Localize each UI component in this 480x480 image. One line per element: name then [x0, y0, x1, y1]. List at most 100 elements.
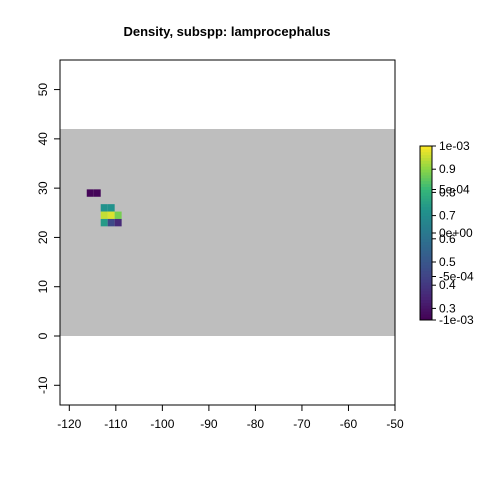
legend-tick-label: 0.4 — [439, 278, 456, 292]
legend-color-step — [420, 151, 432, 156]
legend-tick-label: 0.5 — [439, 255, 456, 269]
legend-color-step — [420, 189, 432, 193]
legend-tick-label: 0.7 — [439, 209, 456, 223]
legend-color-step — [420, 256, 432, 260]
legend-color-step — [420, 267, 432, 272]
legend-color-step — [420, 308, 432, 312]
legend-color-step — [420, 314, 432, 318]
legend-color-step — [420, 160, 432, 164]
legend-color-step — [420, 247, 432, 251]
legend-color-step — [420, 288, 432, 292]
legend-color-step — [420, 262, 432, 266]
legend-color-step — [420, 221, 432, 225]
x-tick-label: -110 — [104, 417, 127, 431]
legend-color-step — [420, 183, 432, 187]
legend-color-step — [420, 224, 432, 228]
legend-color-step — [420, 204, 432, 208]
x-tick-label: -120 — [57, 417, 81, 431]
legend-color-step — [420, 206, 432, 211]
density-cell — [107, 211, 115, 219]
x-tick-label: -80 — [247, 417, 265, 431]
legend-color-step — [420, 305, 432, 309]
legend-color-step — [420, 264, 432, 269]
legend-color-step — [420, 163, 432, 167]
y-tick-label: 50 — [36, 83, 50, 97]
density-cell — [100, 204, 108, 212]
legend-color-step — [420, 175, 432, 179]
x-tick-label: -90 — [200, 417, 218, 431]
legend-color-step — [420, 238, 432, 243]
legend-tick-label: 0.6 — [439, 232, 456, 246]
y-tick-label: 30 — [36, 181, 50, 195]
legend-color-step — [420, 227, 432, 231]
legend-color-step — [420, 172, 432, 176]
legend-color-step — [420, 209, 432, 214]
background-region-layer — [60, 129, 395, 336]
legend-color-step — [420, 192, 432, 196]
legend-color-step — [420, 177, 432, 182]
legend-color-step — [420, 146, 432, 150]
y-tick-label: 0 — [36, 332, 50, 339]
legend-color-step — [420, 273, 432, 277]
density-cell — [107, 204, 115, 212]
legend-color-step — [420, 302, 432, 306]
legend-color-step — [420, 241, 432, 245]
legend-color-step — [420, 235, 432, 240]
legend-color-step — [420, 291, 432, 295]
legend-color-step — [420, 154, 432, 158]
legend-color-step — [420, 169, 432, 173]
legend-color-step — [420, 198, 432, 202]
legend-color-step — [420, 299, 432, 303]
legend-color-step — [420, 218, 432, 222]
legend-color-step — [420, 215, 432, 219]
legend-color-step — [420, 186, 432, 190]
legend-color-step — [420, 250, 432, 254]
density-cell — [100, 211, 108, 219]
y-tick-label: 20 — [36, 230, 50, 244]
density-cell — [114, 218, 122, 227]
density-cell — [93, 189, 101, 197]
chart-title: Density, subspp: lamprocephalus — [123, 24, 330, 39]
legend-tick-label: -5e-04 — [439, 270, 474, 284]
x-tick-label: -60 — [340, 417, 358, 431]
legend-color-step — [420, 282, 432, 286]
legend-color-step — [420, 296, 432, 301]
legend-color-step — [420, 201, 432, 205]
legend-color-step — [420, 279, 432, 283]
land-region — [60, 129, 395, 336]
legend-tick-label: 0.8 — [439, 185, 456, 199]
y-tick-label: 10 — [36, 280, 50, 294]
legend-color-step — [420, 212, 432, 216]
legend-tick-label: -1e-03 — [439, 313, 474, 327]
legend-color-step — [420, 285, 432, 289]
x-tick-label: -100 — [150, 417, 174, 431]
legend-color-step — [420, 230, 432, 234]
legend-color-step — [420, 157, 432, 161]
color-legend: 0.3 0.4 0.5 0.6 0.7 0.8 0.9 -1e-03 -5e-04 0e+00 5e… — [419, 139, 474, 327]
legend-tick-label: 5e-04 — [439, 183, 470, 197]
legend-tick-label: 0e+00 — [439, 226, 473, 240]
y-tick-label: 40 — [36, 132, 50, 146]
legend-color-step — [420, 270, 432, 274]
legend-color-step — [420, 166, 432, 170]
legend-color-step — [420, 293, 432, 298]
legend-color-step — [420, 233, 432, 237]
legend-color-step — [420, 148, 432, 153]
legend-color-step — [420, 180, 432, 185]
legend-tick-label: 0.9 — [439, 162, 456, 176]
legend-tick-label: 1e-03 — [439, 139, 470, 153]
density-cell — [107, 218, 115, 227]
density-cell — [86, 189, 94, 197]
legend-tick-label: 0.3 — [439, 301, 456, 315]
x-tick-label: -70 — [293, 417, 311, 431]
x-axis: -120 -110 -100 -90 -80 -70 -60 -50 — [57, 404, 404, 431]
y-axis: -10 0 10 20 30 40 50 — [36, 83, 61, 394]
legend-color-step — [420, 259, 432, 263]
legend-color-step — [420, 253, 432, 257]
density-cell — [114, 211, 122, 219]
legend-color-step — [420, 244, 432, 248]
x-tick-label: -50 — [386, 417, 404, 431]
legend-color-step — [420, 276, 432, 280]
density-cell — [100, 218, 108, 227]
